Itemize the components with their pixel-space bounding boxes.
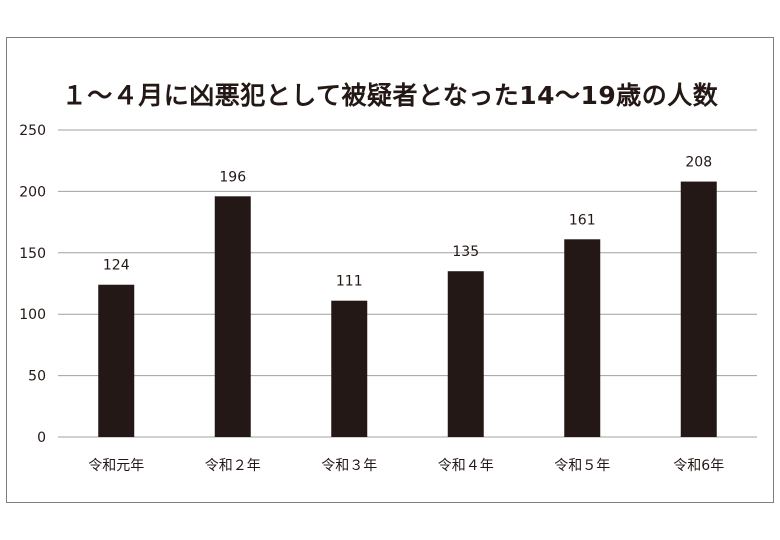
- data-labels: 124 196 111 135 161 208: [103, 155, 712, 290]
- y-tick-label: 150: [19, 246, 46, 262]
- y-tick-label: 50: [28, 369, 46, 385]
- data-label: 124: [103, 258, 130, 274]
- bar: [564, 239, 601, 437]
- data-label: 135: [452, 244, 479, 260]
- chart-title: １～４月に凶悪犯として被疑者となった14～19歳の人数: [61, 81, 719, 110]
- y-tick-label: 0: [37, 430, 46, 446]
- y-tick-label: 250: [19, 123, 46, 139]
- bar: [98, 284, 135, 437]
- y-axis: 0 50 100 150 200 250: [19, 123, 46, 446]
- x-axis: 令和元年 令和２年 令和３年 令和４年 令和５年 令和6年: [88, 458, 724, 474]
- data-label: 161: [569, 212, 596, 228]
- bar: [447, 271, 484, 437]
- x-tick-label: 令和元年: [88, 458, 144, 474]
- x-tick-label: 令和２年: [205, 458, 261, 474]
- x-tick-label: 令和５年: [554, 458, 610, 474]
- data-label: 196: [219, 169, 246, 185]
- y-tick-label: 200: [19, 184, 46, 200]
- x-tick-label: 令和6年: [673, 458, 724, 474]
- data-label: 208: [685, 155, 712, 171]
- gridlines: [58, 129, 757, 438]
- bar: [214, 196, 251, 437]
- y-tick-label: 100: [19, 307, 46, 323]
- bar: [680, 181, 717, 437]
- x-tick-label: 令和３年: [321, 458, 377, 474]
- x-tick-label: 令和４年: [438, 458, 494, 474]
- bars: [98, 181, 717, 437]
- data-label: 111: [336, 274, 363, 290]
- bar: [331, 300, 368, 437]
